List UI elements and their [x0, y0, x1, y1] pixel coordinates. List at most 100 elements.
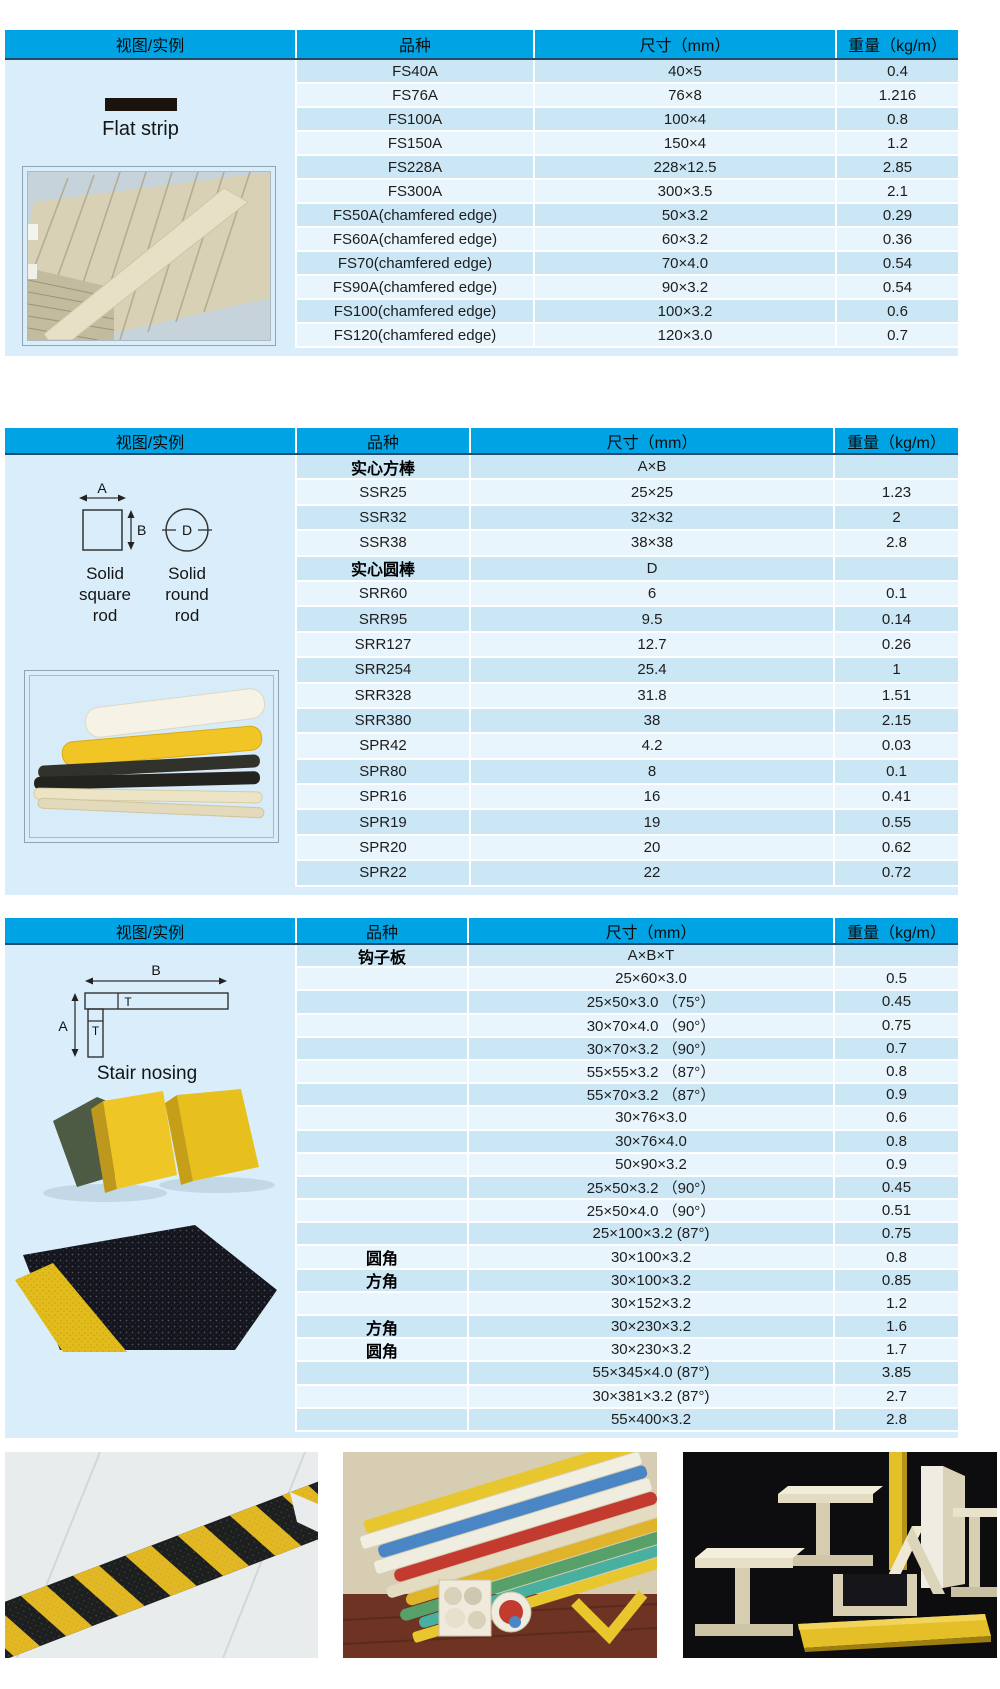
table-row: 25×50×4.0 （90°） 0.51 — [295, 1200, 958, 1224]
weight-cell: 1.6 — [833, 1316, 958, 1338]
yellow-angle-piece-2 — [177, 1089, 259, 1181]
nosing-angle-pieces-photo — [43, 1089, 275, 1202]
weight-cell: 0.1 — [833, 759, 958, 784]
header-weight: 重量（kg/m） — [835, 30, 958, 58]
table-row: 方角 30×100×3.2 0.85 — [295, 1269, 958, 1293]
visual-cell-stair-nosing: B T T A Stair nosing — [5, 945, 295, 1432]
variety-cell — [295, 1014, 467, 1036]
variety-cell: FS50A(chamfered edge) — [295, 204, 533, 226]
size-cell: D — [469, 556, 833, 580]
table-row: 30×76×3.0 0.6 — [295, 1107, 958, 1131]
variety-cell — [295, 968, 467, 990]
weight-cell: 2.1 — [835, 180, 958, 202]
weight-cell: 0.6 — [835, 300, 958, 322]
table-rows-stair-nosing: 钩子板 A×B×T 25×60×3.0 0.5 25×50×3.0 （75°） 0.45 3… — [295, 945, 958, 1432]
table-row: SPR16 16 0.41 — [295, 785, 958, 811]
table-row: 55×70×3.2 （87°） 0.9 — [295, 1084, 958, 1108]
weight-cell: 0.6 — [833, 1107, 958, 1129]
table-rows-flat-strip: FS40A 40×5 0.4 FS76A 76×8 1.216 FS100A 100×4 0.8… — [295, 60, 958, 348]
dim-label-t-flange: T — [124, 995, 132, 1009]
table-row: SPR42 4.2 0.03 — [295, 734, 958, 760]
variety-cell: SRR60 — [295, 581, 469, 606]
table-row: FS100A 100×4 0.8 — [295, 108, 958, 132]
size-cell: 70×4.0 — [533, 252, 835, 274]
size-cell: 25.4 — [469, 658, 833, 682]
catalog-section-flat-strip: 视图/实例 品种 尺寸（mm） 重量（kg/m） Flat strip — [5, 30, 958, 356]
channel-profile — [833, 1574, 917, 1616]
weight-cell — [833, 945, 958, 967]
table-row: 25×50×3.0 （75°） 0.45 — [295, 991, 958, 1015]
size-cell: 6 — [469, 581, 833, 606]
table-row: 55×400×3.2 2.8 — [295, 1408, 958, 1432]
weight-cell: 2.7 — [833, 1385, 958, 1407]
variety-cell: FS120(chamfered edge) — [295, 324, 533, 346]
size-cell: 100×3.2 — [533, 300, 835, 322]
weight-cell: 0.72 — [833, 861, 958, 885]
weight-cell: 0.8 — [833, 1060, 958, 1083]
flat-strip-photo-frame — [22, 166, 276, 346]
size-cell: 4.2 — [469, 734, 833, 758]
photo-pultruded-profiles — [683, 1452, 997, 1658]
variety-cell — [295, 1385, 467, 1407]
variety-cell — [295, 1176, 467, 1199]
variety-cell — [295, 1292, 467, 1314]
size-cell: 25×50×4.0 （90°） — [467, 1200, 833, 1222]
weight-cell: 0.75 — [833, 1014, 958, 1036]
table-row: FS100(chamfered edge) 100×3.2 0.6 — [295, 300, 958, 324]
size-cell: 9.5 — [469, 607, 833, 631]
weight-cell: 2.15 — [833, 708, 958, 733]
size-cell: 50×3.2 — [533, 204, 835, 226]
size-cell: 55×345×4.0 (87°) — [467, 1362, 833, 1384]
variety-cell: SRR254 — [295, 658, 469, 682]
variety-cell: SRR328 — [295, 683, 469, 707]
table-row: 实心方棒 A×B — [295, 455, 958, 481]
table-row: SRR328 31.8 1.51 — [295, 683, 958, 709]
size-cell: 55×55×3.2 （87°） — [467, 1060, 833, 1083]
dim-label-a: A — [97, 480, 107, 496]
weight-cell: 0.62 — [833, 835, 958, 860]
flat-strip-caption: Flat strip — [102, 118, 179, 140]
table-header: 视图/实例 品种 尺寸（mm） 重量（kg/m） — [5, 30, 958, 60]
weight-cell: 1.23 — [833, 480, 958, 504]
size-cell: 30×152×3.2 — [467, 1292, 833, 1314]
table-row: FS40A 40×5 0.4 — [295, 60, 958, 84]
table-row: SRR380 38 2.15 — [295, 708, 958, 735]
flat-strip-icon — [105, 98, 177, 111]
table-row: 30×76×4.0 0.8 — [295, 1130, 958, 1154]
size-cell: 30×230×3.2 — [467, 1339, 833, 1361]
size-cell: 22 — [469, 861, 833, 885]
dim-label-t-web: T — [92, 1024, 100, 1038]
table-row: 实心圆棒 D — [295, 556, 958, 582]
variety-cell: FS76A — [295, 84, 533, 106]
table-row: FS300A 300×3.5 2.1 — [295, 180, 958, 204]
size-cell: 8 — [469, 759, 833, 784]
nosing-grit-closeup-photo — [15, 1225, 277, 1352]
size-cell: 55×400×3.2 — [467, 1408, 833, 1430]
header-variety: 品种 — [295, 428, 469, 453]
variety-cell: SPR16 — [295, 785, 469, 809]
variety-cell: 实心圆棒 — [295, 556, 469, 580]
yellow-vertical-profile — [889, 1452, 906, 1570]
size-cell: 100×4 — [533, 108, 835, 130]
variety-cell: SRR127 — [295, 632, 469, 657]
weight-cell: 2.8 — [833, 531, 958, 555]
header-variety: 品种 — [295, 30, 533, 58]
variety-cell: FS300A — [295, 180, 533, 202]
variety-cell: FS228A — [295, 156, 533, 178]
tall-angle-profile — [921, 1466, 965, 1588]
variety-cell — [295, 1060, 467, 1083]
table-row: SSR38 38×38 2.8 — [295, 531, 958, 557]
weight-cell: 0.7 — [833, 1037, 958, 1059]
table-row: SPR20 20 0.62 — [295, 835, 958, 862]
table-row: FS90A(chamfered edge) 90×3.2 0.54 — [295, 276, 958, 300]
header-variety: 品种 — [295, 918, 467, 943]
i-beam-lower-left — [695, 1548, 805, 1636]
weight-cell: 1.2 — [835, 132, 958, 154]
variety-cell — [295, 1408, 467, 1430]
size-cell: 16 — [469, 785, 833, 809]
variety-cell: 圆角 — [295, 1246, 467, 1268]
i-beam-upper — [778, 1486, 883, 1566]
table-row: FS150A 150×4 1.2 — [295, 132, 958, 156]
header-size: 尺寸（mm） — [469, 428, 833, 453]
